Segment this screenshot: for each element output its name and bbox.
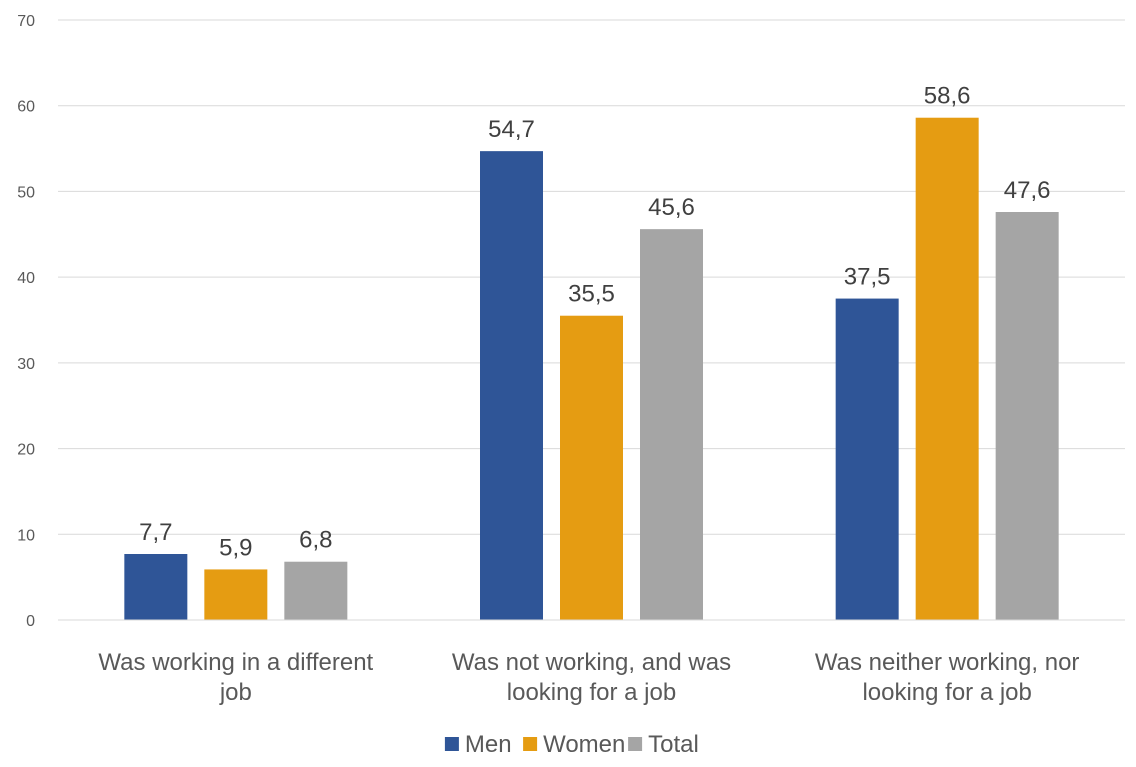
bar-women [204, 569, 268, 620]
data-label: 7,7 [139, 519, 172, 546]
data-label: 58,6 [924, 83, 971, 110]
data-label: 35,5 [568, 281, 615, 308]
category-label: job [219, 679, 252, 706]
bars [124, 117, 1059, 620]
legend-swatch-men [444, 737, 459, 751]
bar-total [284, 561, 348, 620]
bar-total [995, 212, 1059, 620]
legend: Men Women Total [444, 731, 699, 758]
data-labels: 7,7 5,9 6,8 54,7 35,5 45,6 37,5 58,6 47,6 [139, 83, 1050, 562]
data-label: 54,7 [488, 116, 535, 143]
category-label: looking for a job [862, 679, 1031, 706]
category-label: looking for a job [507, 679, 676, 706]
y-tick-label: 40 [17, 270, 35, 287]
legend-swatch-women [523, 737, 538, 751]
category-label: Was neither working, nor [815, 649, 1080, 676]
data-label: 45,6 [648, 194, 695, 221]
y-tick-label: 0 [26, 613, 35, 630]
data-label: 37,5 [844, 264, 891, 291]
legend-swatch-total [628, 737, 643, 751]
y-tick-label: 20 [17, 442, 35, 459]
y-tick-label: 10 [17, 527, 35, 544]
x-axis: Was working in a different job Was not wor… [58, 619, 1125, 706]
y-axis: 0 10 20 30 40 50 60 70 [17, 13, 35, 630]
bar-men [835, 298, 899, 620]
y-tick-label: 70 [17, 13, 35, 30]
data-label: 47,6 [1004, 177, 1051, 204]
legend-label-women: Women [543, 731, 625, 758]
category-label: Was working in a different [98, 649, 373, 676]
bar-women [915, 117, 979, 620]
y-tick-label: 60 [17, 99, 35, 116]
bar-men [480, 151, 543, 620]
data-label: 5,9 [219, 534, 252, 561]
bar-total [640, 229, 703, 620]
y-tick-label: 50 [17, 184, 35, 201]
data-label: 6,8 [299, 527, 332, 554]
bar-women [560, 315, 623, 620]
bar-men [124, 554, 188, 620]
legend-label-total: Total [648, 731, 699, 758]
category-label: Was not working, and was [452, 649, 731, 676]
legend-label-men: Men [465, 731, 512, 758]
y-tick-label: 30 [17, 356, 35, 373]
